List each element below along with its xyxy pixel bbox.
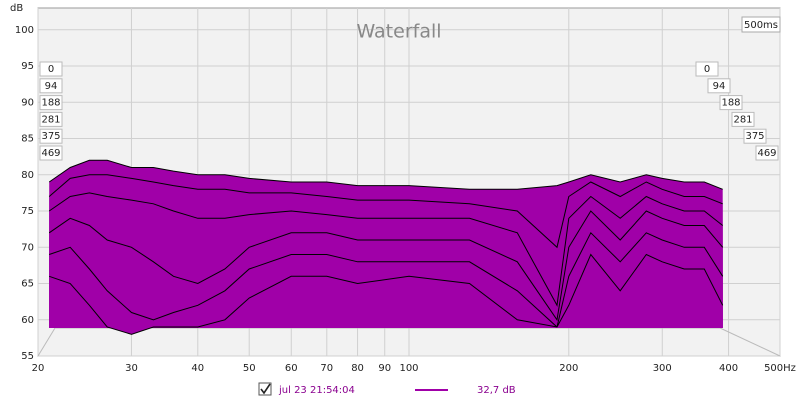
depth-label-box: [731, 111, 755, 127]
slice-line: [48, 210, 724, 322]
depth-label: 94: [45, 81, 58, 92]
depth-label: 469: [757, 148, 776, 159]
x-tick-label: 300: [653, 363, 672, 374]
y-tick-label: 65: [21, 279, 34, 290]
depth-label: 0: [704, 64, 710, 75]
x-tick-label: 400: [719, 363, 738, 374]
depth-label: 281: [41, 114, 60, 125]
depth-label: 375: [41, 131, 60, 142]
legend-level: 32,7 dB: [477, 385, 516, 396]
slice-line: [49, 253, 724, 335]
depth-label-box: [719, 95, 743, 111]
chart-title: Waterfall: [356, 21, 441, 43]
depth-label-box: [755, 145, 779, 161]
x-tick-label: 200: [559, 363, 578, 374]
time-span: 500ms: [744, 20, 778, 31]
x-tick-label: 90: [378, 363, 391, 374]
depth-label-box: [743, 128, 767, 144]
depth-label: 0: [48, 64, 54, 75]
perspective-line: [37, 327, 56, 357]
legend-entry: jul 23 21:54:04: [278, 385, 355, 396]
depth-label-box: [39, 145, 63, 161]
depth-label-box: [39, 61, 63, 77]
y-tick-label: 60: [21, 315, 34, 326]
y-tick-label: 55: [21, 351, 34, 362]
x-tick-label: 20: [32, 363, 45, 374]
depth-label-box: [707, 78, 731, 94]
depth-label: 281: [733, 114, 752, 125]
depth-label-box: [39, 95, 63, 111]
depth-label: 94: [713, 81, 726, 92]
y-tick-label: 95: [21, 61, 34, 72]
depth-label: 469: [41, 148, 60, 159]
depth-label-box: [39, 111, 63, 127]
slice-line: [48, 192, 724, 307]
depth-label-box: [695, 61, 719, 77]
depth-label: 375: [745, 131, 764, 142]
perspective-line: [719, 327, 781, 357]
depth-label-box: [39, 128, 63, 144]
y-tick-label: 85: [21, 134, 34, 145]
x-tick-label: 500Hz: [764, 363, 796, 374]
y-tick-label: 75: [21, 206, 34, 217]
y-tick-label: 70: [21, 242, 34, 253]
depth-label: 188: [721, 98, 740, 109]
slice-line: [48, 159, 723, 190]
x-tick-label: 70: [320, 363, 333, 374]
x-tick-label: 100: [399, 363, 418, 374]
y-tick-label: 80: [21, 170, 34, 181]
y-axis-label: dB: [10, 3, 23, 14]
x-tick-label: 30: [125, 363, 138, 374]
x-tick-label: 50: [243, 363, 256, 374]
slice-line: [49, 231, 724, 328]
x-tick-label: 60: [285, 363, 298, 374]
x-tick-label: 80: [351, 363, 364, 374]
depth-label: 188: [41, 98, 60, 109]
slice-line: [48, 174, 723, 249]
checkmark: [260, 383, 271, 395]
depth-label-box: [39, 78, 63, 94]
y-tick-label: 100: [15, 25, 34, 36]
y-tick-label: 90: [21, 97, 34, 108]
slice-fill: [49, 254, 723, 335]
x-tick-label: 40: [191, 363, 204, 374]
time-span-box: [741, 16, 781, 33]
